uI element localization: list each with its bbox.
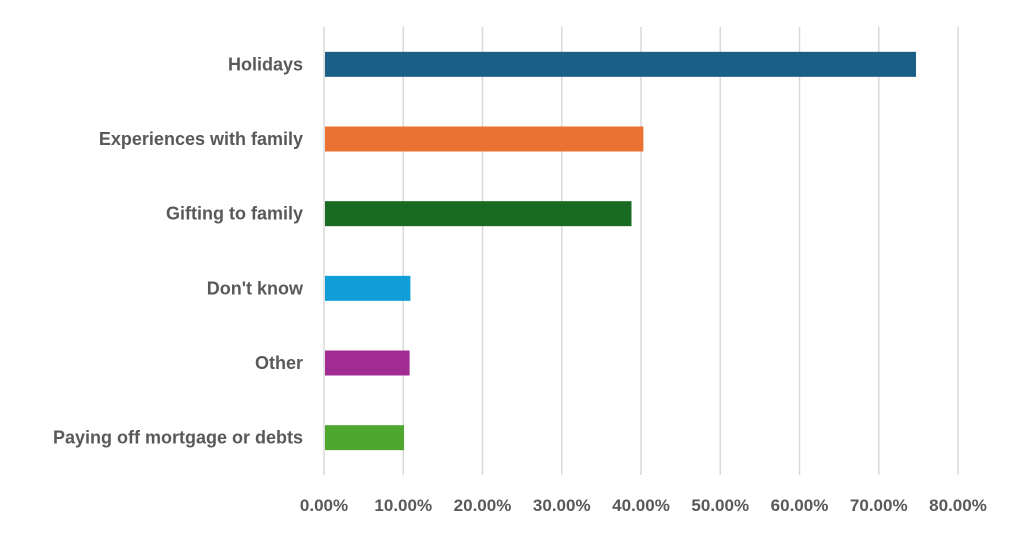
x-tick-labels: 0.00% 10.00% 20.00% 30.00% 40.00% 50.00% 60.00… <box>300 496 987 515</box>
category-labels: Holidays Experiences with family Gifting t… <box>53 54 304 447</box>
category-label: Experiences with family <box>99 129 303 149</box>
bars <box>325 51 916 451</box>
bar <box>325 51 916 77</box>
x-tick-label: 20.00% <box>454 496 512 515</box>
bar <box>325 275 411 301</box>
x-tick-label: 40.00% <box>612 496 670 515</box>
x-tick-label: 10.00% <box>374 496 432 515</box>
bar <box>325 126 644 152</box>
category-label: Don't know <box>207 278 304 298</box>
x-tick-label: 80.00% <box>929 496 987 515</box>
bar <box>325 201 632 227</box>
category-label: Gifting to family <box>166 204 303 224</box>
x-tick-label: 0.00% <box>300 496 348 515</box>
bar <box>325 425 405 451</box>
category-label: Holidays <box>228 54 303 74</box>
bar <box>325 350 410 376</box>
category-label: Other <box>255 353 303 373</box>
x-tick-label: 50.00% <box>691 496 749 515</box>
x-tick-label: 70.00% <box>850 496 908 515</box>
category-label: Paying off mortgage or debts <box>53 428 303 448</box>
x-tick-label: 60.00% <box>771 496 829 515</box>
x-tick-label: 30.00% <box>533 496 591 515</box>
gridlines <box>323 27 959 475</box>
